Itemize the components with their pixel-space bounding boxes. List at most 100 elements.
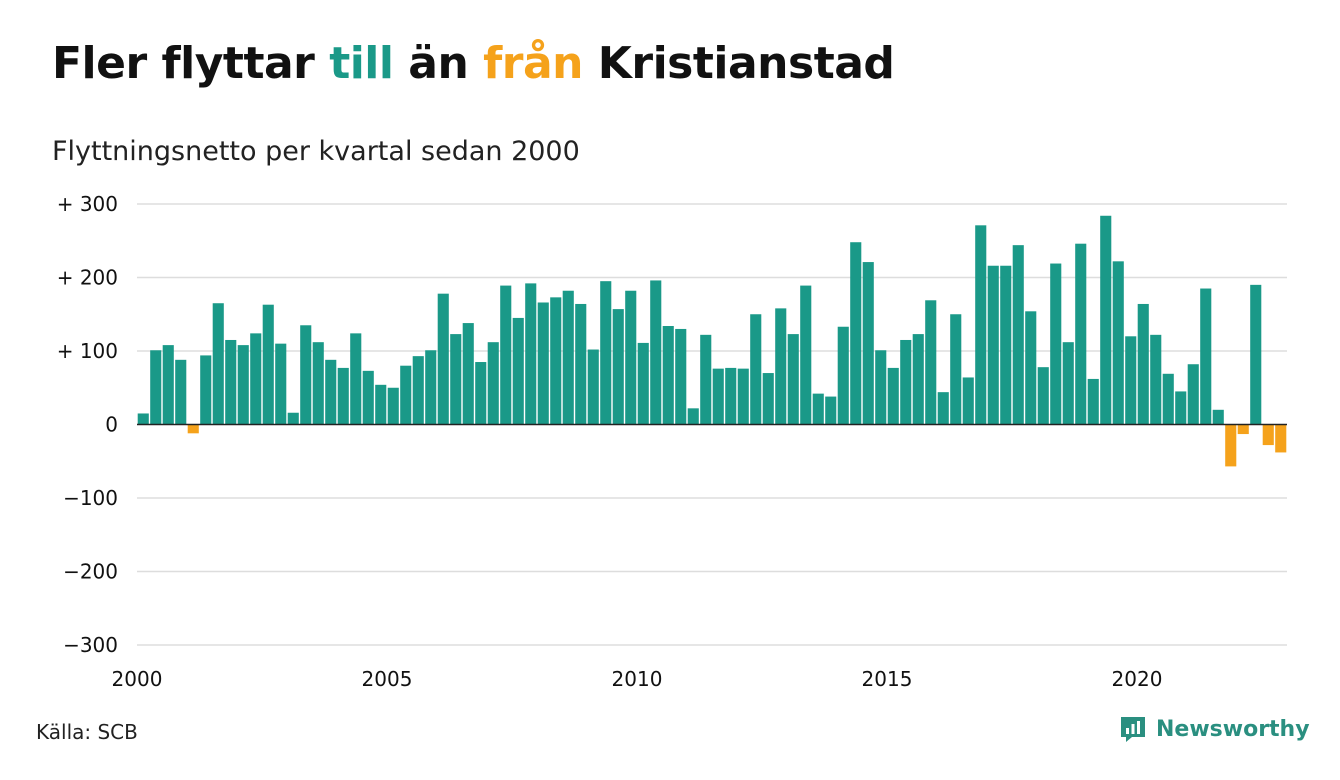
bar — [462, 323, 474, 425]
bar — [1187, 364, 1199, 425]
bar — [862, 262, 874, 425]
bar — [1275, 424, 1287, 453]
bar — [300, 325, 312, 425]
bar — [512, 317, 524, 425]
bar — [1062, 342, 1074, 425]
bar — [712, 368, 724, 425]
bar — [912, 334, 924, 425]
chart-title: Fler flyttar till än från Kristianstad — [52, 38, 895, 89]
bar — [587, 349, 599, 425]
bar — [1150, 334, 1162, 425]
brand: Newsworthy — [1118, 714, 1310, 744]
bar — [775, 308, 787, 425]
bar — [850, 242, 862, 425]
bar — [800, 285, 812, 425]
bar — [675, 328, 687, 425]
bar — [475, 362, 487, 425]
bar — [362, 370, 374, 425]
bar — [487, 342, 499, 425]
bar — [225, 339, 237, 425]
bar — [500, 285, 512, 425]
bar — [812, 393, 824, 425]
source-label: Källa: SCB — [36, 720, 138, 744]
bar — [175, 359, 187, 425]
bar — [537, 302, 549, 425]
bar — [700, 334, 712, 425]
bar — [600, 281, 612, 425]
bar — [875, 350, 887, 425]
bar — [787, 334, 799, 425]
bar — [137, 413, 149, 425]
bar — [900, 339, 912, 425]
bar — [550, 297, 562, 425]
bar — [275, 343, 287, 425]
bar — [400, 365, 412, 425]
x-tick-label: 2010 — [612, 667, 663, 691]
bar — [200, 355, 212, 425]
y-tick-label: −200 — [63, 560, 118, 584]
title-part-5: Kristianstad — [582, 38, 895, 89]
title-fran: från — [483, 38, 583, 89]
bar — [825, 396, 837, 425]
bar — [162, 345, 174, 425]
bar — [950, 314, 962, 425]
bar — [1225, 424, 1237, 467]
bar — [375, 384, 387, 425]
bar — [262, 304, 274, 425]
y-tick-label: + 200 — [57, 266, 118, 290]
bar — [212, 303, 224, 425]
x-tick-label: 2020 — [1112, 667, 1163, 691]
bar — [1237, 424, 1249, 435]
bar — [412, 356, 424, 425]
bar — [1012, 245, 1024, 425]
y-tick-label: + 100 — [57, 339, 118, 363]
y-tick-label: + 300 — [57, 192, 118, 216]
y-tick-label: 0 — [105, 413, 118, 437]
bar — [525, 283, 537, 425]
title-part-1: Fler flyttar — [52, 38, 330, 89]
bar — [737, 368, 749, 425]
bar — [237, 345, 249, 425]
bar — [1200, 288, 1212, 425]
bar — [312, 342, 324, 425]
bar — [287, 412, 299, 425]
bar — [437, 293, 449, 425]
bar — [1162, 373, 1174, 425]
bar — [1112, 261, 1124, 425]
bar — [1075, 243, 1087, 425]
bar — [1100, 215, 1112, 425]
x-tick-label: 2000 — [112, 667, 163, 691]
x-tick-label: 2005 — [362, 667, 413, 691]
bar — [387, 387, 399, 425]
bar — [975, 225, 987, 425]
y-tick-label: −100 — [63, 486, 118, 510]
bar — [325, 359, 337, 425]
bar — [750, 314, 762, 425]
bar — [612, 309, 624, 425]
bar — [337, 367, 349, 425]
bar — [925, 300, 937, 425]
bar — [1137, 303, 1149, 425]
bar — [625, 290, 637, 425]
newsworthy-logo-icon — [1121, 717, 1145, 742]
bar — [1037, 367, 1049, 425]
bar — [762, 373, 774, 425]
bar — [937, 392, 949, 425]
bar — [887, 367, 899, 425]
bar — [1250, 284, 1262, 425]
title-till: till — [329, 38, 394, 89]
bar — [662, 326, 674, 425]
bar — [962, 377, 974, 425]
bar — [1262, 424, 1274, 446]
brand-name: Newsworthy — [1156, 716, 1310, 742]
bar — [987, 265, 999, 425]
bar — [450, 334, 462, 425]
bar — [687, 408, 699, 425]
bar — [725, 367, 737, 425]
bar — [350, 333, 362, 425]
bar — [1212, 409, 1224, 425]
bar — [1087, 378, 1099, 425]
bar — [650, 280, 662, 425]
bar — [1000, 265, 1012, 425]
